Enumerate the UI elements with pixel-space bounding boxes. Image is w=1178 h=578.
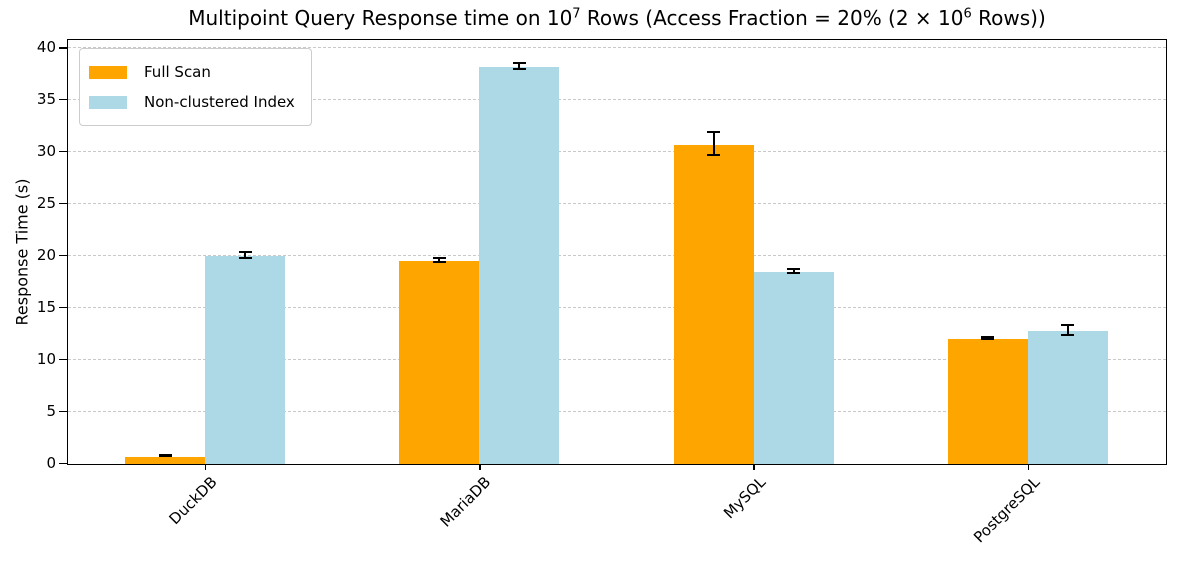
y-tick-mark: [59, 150, 67, 153]
chart-title: Multipoint Query Response time on 107 Ro…: [67, 6, 1167, 30]
error-bar: [244, 252, 247, 259]
y-tick-mark: [59, 47, 67, 49]
plot-area: Full Scan Non-clustered Index: [67, 39, 1167, 465]
y-tick-label: 0: [46, 454, 56, 472]
bar-mysql-index: [753, 271, 834, 464]
error-bar-cap: [512, 61, 526, 64]
gridline: [68, 411, 1166, 413]
x-tick-mark: [1027, 465, 1030, 470]
x-tick-label-postgresql: PostgreSQL: [969, 473, 1044, 547]
x-tick-mark: [753, 465, 755, 470]
error-bar-cap: [981, 338, 995, 341]
error-bar: [986, 337, 989, 340]
title-text: Rows)): [971, 6, 1046, 30]
gridline: [68, 99, 1166, 101]
error-bar: [792, 268, 795, 273]
error-bar: [1066, 325, 1069, 335]
error-bar-cap: [238, 251, 252, 254]
legend: Full Scan Non-clustered Index: [79, 48, 312, 126]
y-tick-label: 35: [36, 90, 56, 109]
y-tick-label: 30: [36, 142, 56, 161]
error-bar-cap: [238, 257, 252, 260]
gridline: [68, 203, 1166, 205]
legend-item-non-clustered-index: Non-clustered Index: [89, 87, 295, 117]
error-bar-cap: [158, 454, 172, 457]
y-tick-label: 40: [36, 38, 56, 57]
y-tick-mark: [59, 202, 67, 205]
error-bar-cap: [707, 131, 721, 134]
title-text: Rows (Access Fraction = 20% (2 × 10: [580, 6, 964, 30]
bar-duckdb-full-scan: [125, 456, 206, 464]
error-bar: [712, 132, 715, 156]
x-tick-label-mariadb: MariaDB: [436, 473, 495, 531]
error-bar-cap: [787, 271, 801, 274]
error-bar: [438, 258, 441, 263]
y-tick-label: 20: [36, 246, 56, 265]
bar-mariadb-full-scan: [399, 261, 480, 464]
gridline: [68, 307, 1166, 309]
x-tick-mark: [204, 465, 207, 470]
bar-duckdb-index: [205, 256, 286, 464]
bar-postgresql-index: [1027, 330, 1108, 464]
legend-swatch: [89, 65, 127, 79]
error-bar-cap: [1061, 324, 1075, 327]
gridline: [68, 151, 1166, 153]
error-bar-cap: [707, 154, 721, 157]
y-tick-mark: [59, 98, 67, 101]
bar-mysql-full-scan: [673, 144, 754, 464]
error-bar-cap: [787, 267, 801, 270]
error-bar-cap: [158, 455, 172, 458]
x-tick-label-mysql: MySQL: [719, 473, 769, 523]
error-bar: [518, 62, 521, 70]
x-tick-mark: [479, 465, 481, 470]
y-tick-label: 25: [36, 194, 56, 213]
legend-label: Non-clustered Index: [144, 93, 295, 111]
y-tick-label: 5: [46, 402, 56, 421]
gridline: [68, 47, 1166, 49]
bar-mariadb-index: [479, 66, 560, 464]
y-tick-mark: [59, 410, 67, 413]
y-tick-mark: [59, 254, 67, 257]
y-tick-mark: [59, 358, 67, 361]
error-bar-cap: [432, 261, 446, 264]
title-superscript: 6: [963, 6, 972, 22]
y-tick-label: 10: [36, 350, 56, 369]
title-superscript: 7: [572, 6, 581, 22]
error-bar-cap: [981, 336, 995, 339]
title-text: Multipoint Query Response time on 10: [188, 6, 573, 30]
error-bar-cap: [432, 257, 446, 260]
legend-item-full-scan: Full Scan: [89, 57, 295, 87]
y-tick-mark: [59, 306, 67, 309]
legend-swatch: [89, 95, 127, 109]
gridline: [68, 255, 1166, 257]
y-tick-label: 15: [36, 298, 56, 317]
gridline: [68, 359, 1166, 361]
error-bar-cap: [512, 68, 526, 71]
error-bar-cap: [1061, 333, 1075, 336]
legend-label: Full Scan: [144, 63, 211, 81]
x-tick-label-duckdb: DuckDB: [165, 473, 221, 529]
bar-postgresql-full-scan: [947, 339, 1028, 464]
y-tick-mark: [59, 462, 67, 465]
